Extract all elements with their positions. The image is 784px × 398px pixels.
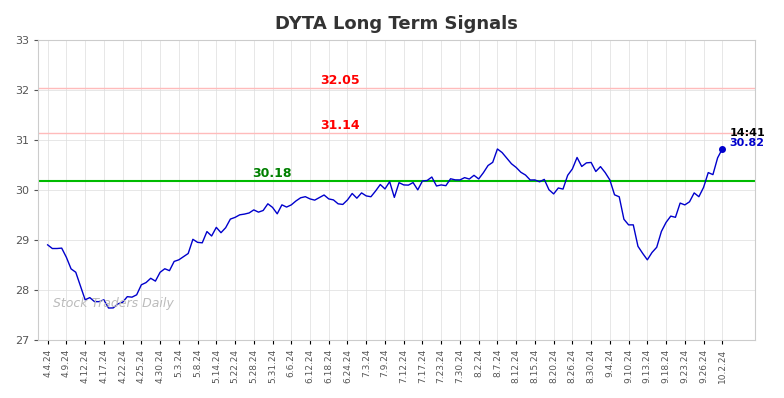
Text: 14:41: 14:41 bbox=[729, 129, 765, 139]
Text: 30.18: 30.18 bbox=[252, 168, 292, 180]
Text: 30.82: 30.82 bbox=[729, 139, 764, 148]
Text: Stock Traders Daily: Stock Traders Daily bbox=[53, 297, 173, 310]
Text: 31.14: 31.14 bbox=[320, 119, 360, 133]
Text: 32.05: 32.05 bbox=[320, 74, 360, 87]
Title: DYTA Long Term Signals: DYTA Long Term Signals bbox=[275, 15, 518, 33]
